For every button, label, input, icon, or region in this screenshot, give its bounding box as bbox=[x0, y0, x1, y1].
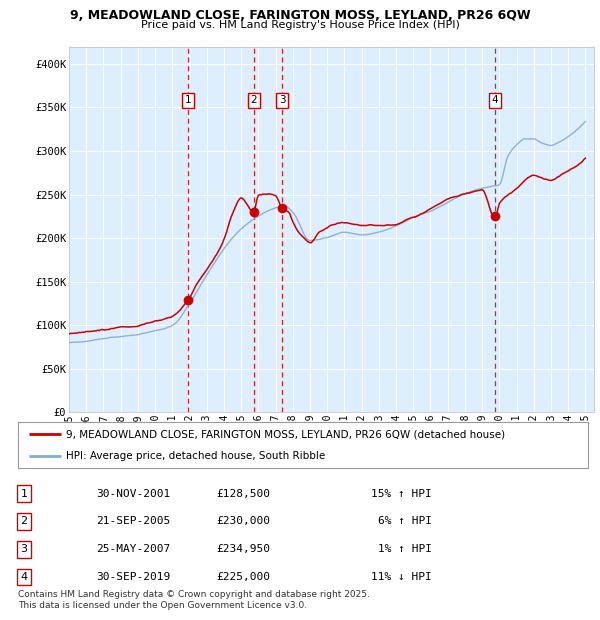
Text: 9, MEADOWLAND CLOSE, FARINGTON MOSS, LEYLAND, PR26 6QW (detached house): 9, MEADOWLAND CLOSE, FARINGTON MOSS, LEY… bbox=[67, 429, 506, 439]
Text: 3: 3 bbox=[20, 544, 28, 554]
Text: 1% ↑ HPI: 1% ↑ HPI bbox=[378, 544, 432, 554]
Text: 2: 2 bbox=[20, 516, 28, 526]
Text: £230,000: £230,000 bbox=[216, 516, 270, 526]
Text: 30-NOV-2001: 30-NOV-2001 bbox=[96, 489, 170, 498]
Text: HPI: Average price, detached house, South Ribble: HPI: Average price, detached house, Sout… bbox=[67, 451, 326, 461]
Text: 9, MEADOWLAND CLOSE, FARINGTON MOSS, LEYLAND, PR26 6QW: 9, MEADOWLAND CLOSE, FARINGTON MOSS, LEY… bbox=[70, 9, 530, 22]
Text: 30-SEP-2019: 30-SEP-2019 bbox=[96, 572, 170, 582]
Text: 25-MAY-2007: 25-MAY-2007 bbox=[96, 544, 170, 554]
Text: 15% ↑ HPI: 15% ↑ HPI bbox=[371, 489, 432, 498]
Text: 1: 1 bbox=[185, 95, 191, 105]
Text: Contains HM Land Registry data © Crown copyright and database right 2025.
This d: Contains HM Land Registry data © Crown c… bbox=[18, 590, 370, 609]
Text: £128,500: £128,500 bbox=[216, 489, 270, 498]
Text: 2: 2 bbox=[250, 95, 257, 105]
Text: 6% ↑ HPI: 6% ↑ HPI bbox=[378, 516, 432, 526]
Text: £225,000: £225,000 bbox=[216, 572, 270, 582]
Text: 21-SEP-2005: 21-SEP-2005 bbox=[96, 516, 170, 526]
Text: 3: 3 bbox=[279, 95, 286, 105]
Text: 4: 4 bbox=[20, 572, 28, 582]
Text: 1: 1 bbox=[20, 489, 28, 498]
Text: Price paid vs. HM Land Registry's House Price Index (HPI): Price paid vs. HM Land Registry's House … bbox=[140, 20, 460, 30]
Text: 4: 4 bbox=[491, 95, 498, 105]
Text: 11% ↓ HPI: 11% ↓ HPI bbox=[371, 572, 432, 582]
Text: £234,950: £234,950 bbox=[216, 544, 270, 554]
